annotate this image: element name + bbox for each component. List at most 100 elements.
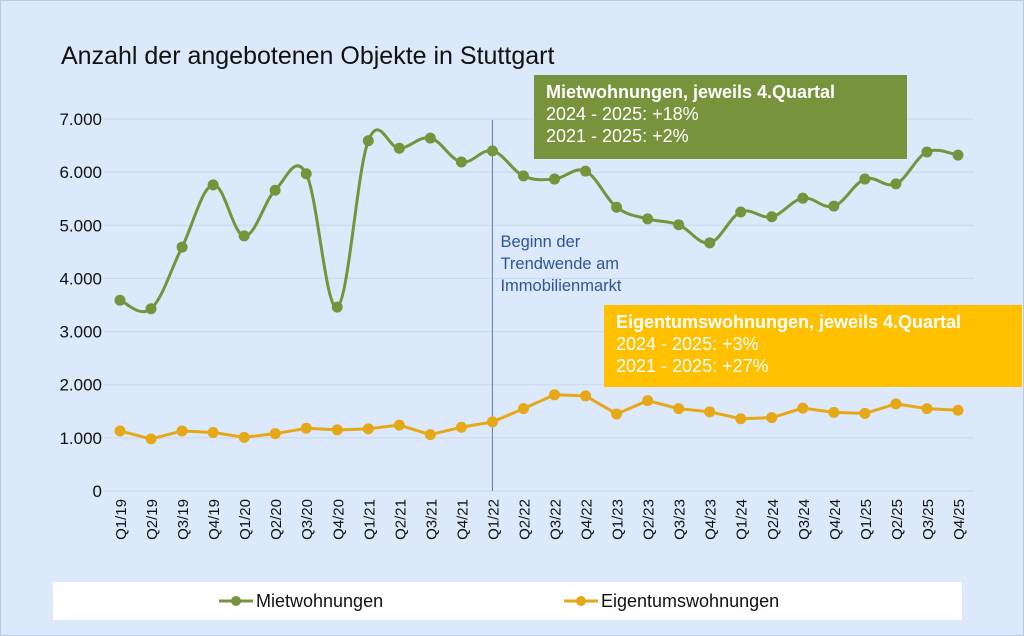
- point-eigentumswohnungen: [549, 389, 561, 401]
- point-mietwohnungen: [393, 142, 405, 154]
- callout-mietwohnungen-heading: Mietwohnungen, jeweils 4.Quartal: [546, 82, 836, 102]
- legend: Mietwohnungen Eigentumswohnungen: [53, 582, 962, 620]
- x-tick-label: Q1/22: [485, 499, 502, 540]
- x-tick-label: Q2/22: [516, 499, 533, 540]
- x-tick-label: Q4/19: [206, 499, 223, 540]
- point-eigentumswohnungen: [114, 425, 126, 437]
- point-eigentumswohnungen: [176, 425, 188, 437]
- y-tick-label: 2.000: [59, 376, 102, 395]
- point-eigentumswohnungen: [735, 413, 747, 425]
- point-mietwohnungen: [362, 135, 374, 147]
- callout-eigentumswohnungen: Eigentumswohnungen, jeweils 4.Quartal 20…: [604, 305, 1022, 387]
- y-tick-label: 3.000: [59, 323, 102, 342]
- series-mietwohnungen: [114, 128, 964, 315]
- point-eigentumswohnungen: [331, 424, 343, 436]
- x-tick-label: Q3/24: [796, 499, 813, 540]
- x-tick-label: Q2/25: [889, 499, 906, 540]
- x-tick-label: Q2/19: [144, 499, 161, 540]
- point-eigentumswohnungen: [269, 428, 281, 440]
- x-tick-label: Q1/25: [858, 499, 875, 540]
- point-mietwohnungen: [455, 156, 467, 168]
- legend-label-eigentumswohnungen: Eigentumswohnungen: [601, 590, 780, 611]
- y-tick-label: 0: [93, 482, 102, 501]
- trend-annotation-text: Immobilienmarkt: [500, 277, 621, 295]
- point-mietwohnungen: [952, 149, 964, 161]
- point-eigentumswohnungen: [828, 406, 840, 418]
- point-mietwohnungen: [642, 213, 654, 225]
- legend-marker-eigentumswohnungen-icon: [564, 596, 598, 606]
- point-eigentumswohnungen: [952, 404, 964, 416]
- x-tick-label: Q4/23: [703, 499, 720, 540]
- point-mietwohnungen: [145, 303, 157, 315]
- legend-item-mietwohnungen[interactable]: Mietwohnungen: [218, 582, 383, 620]
- point-eigentumswohnungen: [424, 429, 436, 441]
- x-tick-label: Q2/24: [765, 499, 782, 540]
- point-mietwohnungen: [269, 184, 281, 196]
- point-eigentumswohnungen: [145, 433, 157, 445]
- x-tick-label: Q3/25: [920, 499, 937, 540]
- callout-eigentumswohnungen-line-2: 2021 - 2025: +27%: [616, 356, 769, 376]
- x-tick-label: Q2/20: [268, 499, 285, 540]
- y-tick-label: 7.000: [59, 110, 102, 129]
- point-eigentumswohnungen: [517, 403, 529, 415]
- point-mietwohnungen: [580, 165, 592, 177]
- x-tick-label: Q1/24: [734, 499, 751, 540]
- point-eigentumswohnungen: [766, 412, 778, 424]
- point-mietwohnungen: [331, 301, 343, 313]
- point-eigentumswohnungen: [486, 416, 498, 428]
- point-eigentumswohnungen: [580, 390, 592, 402]
- point-mietwohnungen: [673, 219, 685, 231]
- point-eigentumswohnungen: [642, 395, 654, 407]
- legend-item-eigentumswohnungen[interactable]: Eigentumswohnungen: [563, 582, 779, 620]
- x-tick-label: Q4/22: [579, 499, 596, 540]
- legend-marker-mietwohnungen-icon: [219, 596, 253, 606]
- trend-annotation-text: Beginn der: [500, 233, 580, 251]
- x-tick-label: Q3/23: [672, 499, 689, 540]
- x-tick-label: Q4/21: [454, 499, 471, 540]
- line-eigentumswohnungen: [119, 393, 959, 441]
- y-tick-label: 6.000: [59, 163, 102, 182]
- x-axis-ticks: Q1/19 Q2/19 Q3/19 Q4/19 Q1/20 Q2/20 Q3/20 Q4/20…: [113, 499, 968, 540]
- x-tick-label: Q1/20: [237, 499, 254, 540]
- point-mietwohnungen: [766, 211, 778, 223]
- point-mietwohnungen: [735, 206, 747, 218]
- callout-eigentumswohnungen-line-1: 2024 - 2025: +3%: [616, 334, 759, 354]
- callout-mietwohnungen-line-2: 2021 - 2025: +2%: [546, 126, 689, 146]
- trend-annotation: Beginn der Trendwende am Immobilienmarkt: [491, 120, 622, 491]
- point-eigentumswohnungen: [797, 402, 809, 414]
- point-eigentumswohnungen: [300, 422, 312, 434]
- y-axis-ticks: 0 1.000 2.000 3.000 4.000 5.000 6.000 7.000: [59, 110, 102, 501]
- point-eigentumswohnungen: [859, 407, 871, 419]
- callout-mietwohnungen-line-1: 2024 - 2025: +18%: [546, 104, 699, 124]
- point-eigentumswohnungen: [362, 423, 374, 435]
- point-eigentumswohnungen: [611, 408, 623, 420]
- point-mietwohnungen: [176, 241, 188, 253]
- x-tick-label: Q1/19: [113, 499, 130, 540]
- point-mietwohnungen: [207, 179, 219, 191]
- x-tick-label: Q1/21: [361, 499, 378, 540]
- point-eigentumswohnungen: [921, 403, 933, 415]
- point-mietwohnungen: [704, 237, 716, 249]
- x-tick-label: Q4/25: [951, 499, 968, 540]
- x-tick-label: Q1/23: [610, 499, 627, 540]
- chart-title: Anzahl der angebotenen Objekte in Stuttg…: [61, 42, 555, 70]
- trend-annotation-text: Trendwende am: [500, 255, 619, 273]
- callout-mietwohnungen: Mietwohnungen, jeweils 4.Quartal 2024 - …: [534, 75, 907, 159]
- x-tick-label: Q3/20: [299, 499, 316, 540]
- x-tick-label: Q3/22: [548, 499, 565, 540]
- x-tick-label: Q4/24: [827, 499, 844, 540]
- x-tick-label: Q2/23: [641, 499, 658, 540]
- point-mietwohnungen: [424, 132, 436, 144]
- y-tick-label: 4.000: [59, 269, 102, 288]
- point-mietwohnungen: [859, 173, 871, 185]
- x-tick-label: Q3/21: [423, 499, 440, 540]
- point-eigentumswohnungen: [890, 398, 902, 410]
- callout-eigentumswohnungen-heading: Eigentumswohnungen, jeweils 4.Quartal: [616, 312, 962, 332]
- x-tick-label: Q4/20: [330, 499, 347, 540]
- point-eigentumswohnungen: [673, 403, 685, 415]
- point-eigentumswohnungen: [207, 427, 219, 439]
- point-mietwohnungen: [549, 173, 561, 185]
- legend-label-mietwohnungen: Mietwohnungen: [256, 590, 384, 611]
- point-eigentumswohnungen: [393, 419, 405, 431]
- x-tick-label: Q2/21: [392, 499, 409, 540]
